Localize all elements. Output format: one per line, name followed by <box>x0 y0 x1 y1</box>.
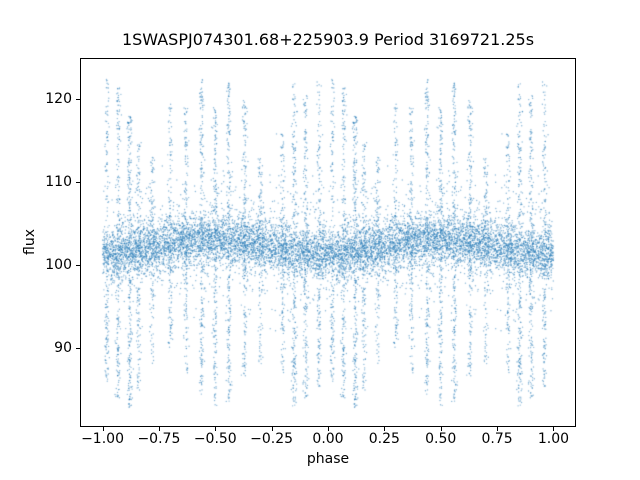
x-tick-mark <box>271 427 273 431</box>
y-tick-label: 100 <box>45 257 72 274</box>
x-tick-label: 0.25 <box>368 431 400 447</box>
x-tick-mark <box>215 427 217 431</box>
x-tick-label: −0.75 <box>137 431 181 447</box>
x-tick-mark <box>553 427 555 431</box>
x-tick-label: −0.25 <box>250 431 294 447</box>
x-tick-mark <box>158 427 160 431</box>
y-axis-label: flux <box>22 229 38 255</box>
plot-area <box>80 58 576 427</box>
y-tick-mark <box>76 348 80 350</box>
x-tick-mark <box>384 427 386 431</box>
x-tick-mark <box>440 427 442 431</box>
x-tick-label: 1.00 <box>537 431 570 447</box>
x-tick-label: −1.00 <box>81 431 124 447</box>
x-tick-mark <box>102 427 104 431</box>
y-tick-label: 110 <box>45 174 72 191</box>
x-tick-label: 0.75 <box>481 431 513 447</box>
chart-title: 1SWASPJ074301.68+225903.9 Period 3169721… <box>121 30 535 49</box>
y-tick-label: 120 <box>45 91 72 108</box>
x-tick-mark <box>328 427 329 431</box>
x-tick-label: 0.00 <box>312 431 344 447</box>
x-axis-label: phase <box>306 451 350 467</box>
y-tick-mark <box>76 182 80 184</box>
y-tick-label: 90 <box>54 340 72 357</box>
x-tick-label: 0.50 <box>425 431 457 447</box>
y-tick-mark <box>76 99 80 101</box>
x-tick-label: −0.50 <box>193 431 237 447</box>
y-tick-mark <box>76 265 80 267</box>
x-tick-mark <box>497 427 499 431</box>
